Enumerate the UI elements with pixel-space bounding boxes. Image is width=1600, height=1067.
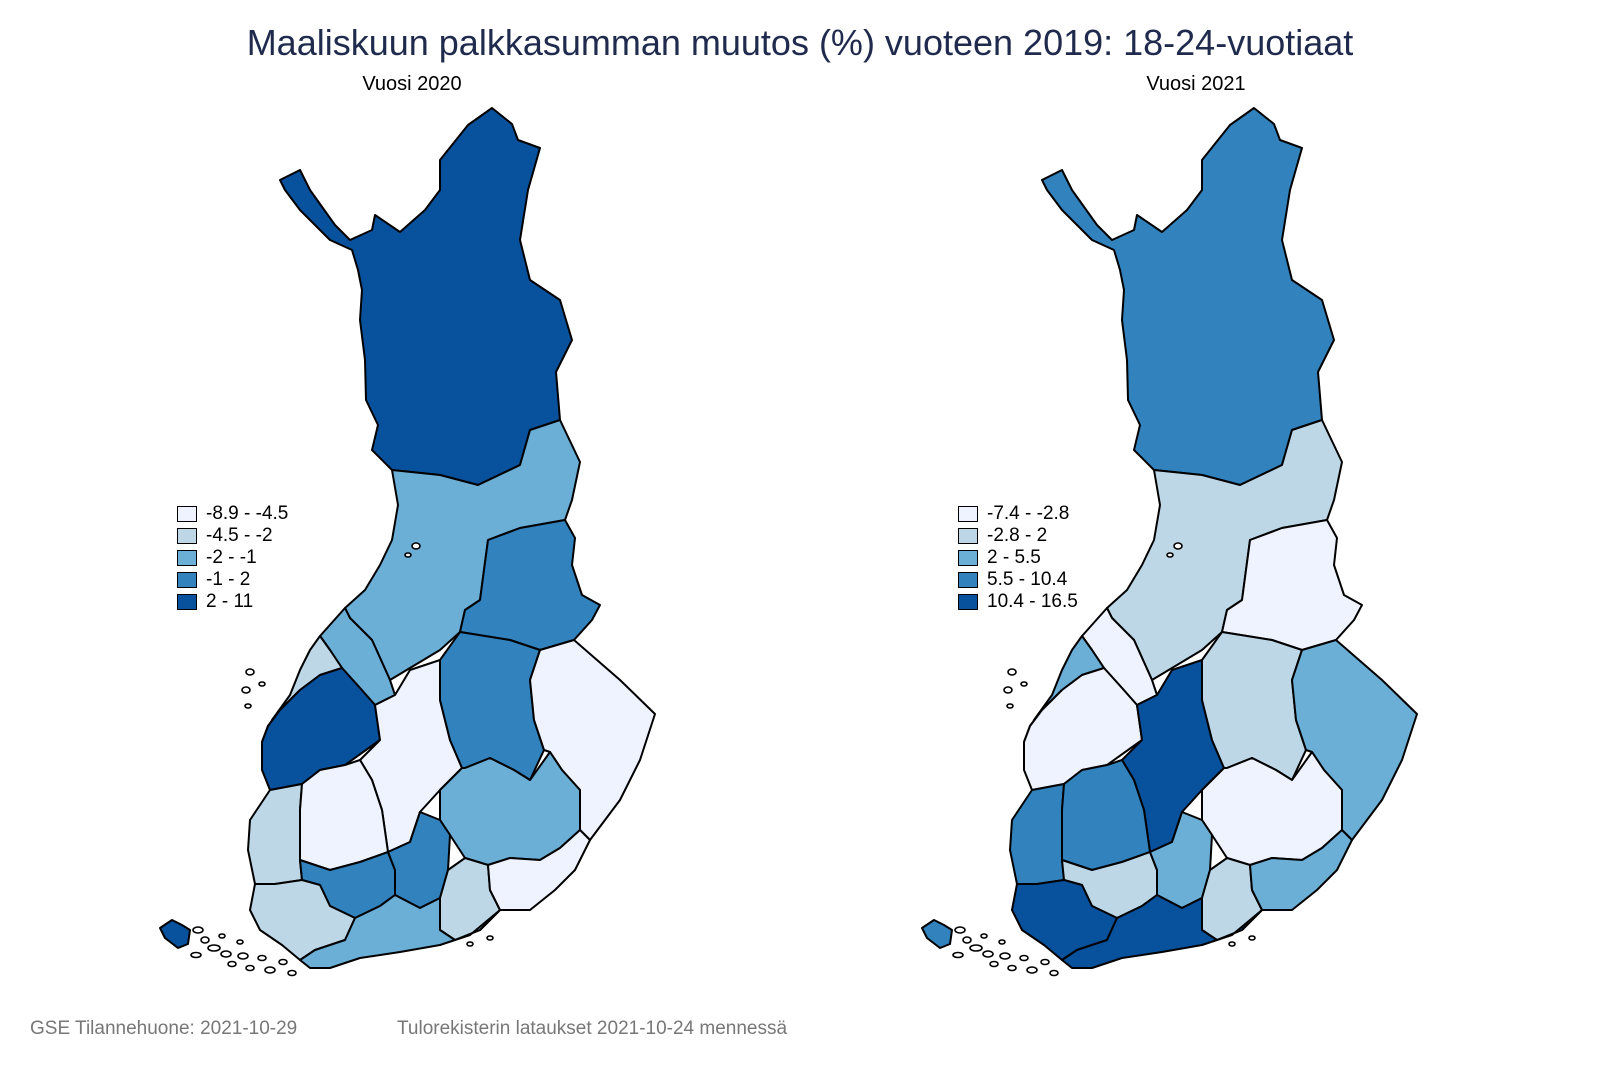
map-2020-island <box>257 954 267 962</box>
map-2020-island <box>264 966 276 974</box>
map-2020-island <box>200 936 210 944</box>
map-2020-region-etela-karjala <box>487 829 591 911</box>
chart-title: Maaliskuun palkkasumman muutos (%) vuote… <box>246 22 1354 63</box>
map-2021-island <box>1020 681 1028 687</box>
map-2021-island <box>1049 969 1059 977</box>
map-2021-region-satakunta <box>1009 783 1065 885</box>
map-2020-region-lappi <box>279 107 573 486</box>
map-2020-island <box>227 960 237 968</box>
legend-2020: -8.9 - -4.5 -4.5 - -2 -2 - -1 -1 - 2 2 -… <box>177 503 288 613</box>
map-2021-island <box>982 950 994 958</box>
map-2021-region-ahvenanmaa <box>921 919 953 949</box>
legend-2021: -7.4 - -2.8 -2.8 - 2 2 - 5.5 5.5 - 10.4 … <box>958 503 1078 613</box>
map-2020-island <box>241 686 251 694</box>
map-2020-island <box>258 681 266 687</box>
map-2021-island <box>999 952 1011 960</box>
map-2020-island <box>245 964 255 972</box>
map-2021-island <box>1006 703 1014 709</box>
legend-swatch <box>177 528 197 544</box>
map-2020-island <box>237 952 249 960</box>
map-2020-island <box>466 941 474 947</box>
map-2021-island <box>998 939 1006 945</box>
legend-item: 5.5 - 10.4 <box>958 569 1078 591</box>
map-2020-region-pirkanmaa <box>299 759 389 871</box>
map-2020-region-ahvenanmaa <box>159 919 191 949</box>
legend-swatch <box>958 550 978 566</box>
map-2020-island <box>278 958 288 966</box>
legend-label: 2 - 5.5 <box>987 547 1041 568</box>
legend-item: -4.5 - -2 <box>177 525 288 547</box>
legend-swatch <box>177 572 197 588</box>
panel-title-2021: Vuosi 2021 <box>1146 73 1246 95</box>
legend-item: -8.9 - -4.5 <box>177 503 288 525</box>
map-2020-island <box>207 944 221 952</box>
map-2020-island <box>190 951 202 959</box>
footer-source: GSE Tilannehuone: 2021-10-29 <box>30 1018 298 1039</box>
map-2021-region-etela-karjala <box>1249 829 1353 911</box>
map-2021-island <box>1007 668 1017 676</box>
legend-item: 10.4 - 16.5 <box>958 591 1078 613</box>
legend-item: -2.8 - 2 <box>958 525 1078 547</box>
legend-swatch <box>958 506 978 522</box>
map-2021-region-pirkanmaa <box>1061 759 1151 871</box>
map-2020 <box>159 107 656 977</box>
legend-label: 10.4 - 16.5 <box>987 591 1078 612</box>
map-2021-island <box>954 926 966 934</box>
legend-swatch <box>177 506 197 522</box>
map-2021-island <box>1173 542 1183 550</box>
legend-item: -2 - -1 <box>177 547 288 569</box>
map-2021-island <box>1166 552 1174 558</box>
legend-item: -7.4 - -2.8 <box>958 503 1078 525</box>
map-2020-island <box>236 939 244 945</box>
legend-label: -1 - 2 <box>206 569 251 590</box>
map-2021-island <box>962 936 972 944</box>
map-2021-island <box>1040 958 1050 966</box>
map-2021-island <box>952 951 964 959</box>
map-2021 <box>921 107 1418 977</box>
legend-label: -4.5 - -2 <box>206 525 273 546</box>
legend-swatch <box>958 594 978 610</box>
legend-label: -8.9 - -4.5 <box>206 503 289 524</box>
legend-item: 2 - 11 <box>177 591 288 613</box>
legend-label: -2 - -1 <box>206 547 257 568</box>
map-2021-island <box>1248 935 1256 941</box>
legend-swatch <box>958 528 978 544</box>
map-2020-island <box>287 969 297 977</box>
map-2021-island <box>1007 964 1017 972</box>
map-2021-region-lappi <box>1041 107 1335 486</box>
map-2020-region-uusimaa <box>299 894 501 969</box>
map-2021-island <box>1003 686 1013 694</box>
map-2021-island <box>1228 941 1236 947</box>
legend-swatch <box>177 550 197 566</box>
legend-label: -2.8 - 2 <box>987 525 1048 546</box>
map-2020-region-satakunta <box>247 783 303 885</box>
map-2020-island <box>244 703 252 709</box>
legend-label: -7.4 - -2.8 <box>987 503 1070 524</box>
map-2021-island <box>989 960 999 968</box>
legend-swatch <box>958 572 978 588</box>
map-2020-island <box>218 933 226 939</box>
map-2020-island <box>220 950 232 958</box>
map-2020-island <box>245 668 255 676</box>
map-2021-island <box>980 933 988 939</box>
map-2021-island <box>1026 966 1038 974</box>
legend-item: 2 - 5.5 <box>958 547 1078 569</box>
map-2021-island <box>1019 954 1029 962</box>
panel-title-2020: Vuosi 2020 <box>362 73 462 95</box>
map-2020-island <box>192 926 204 934</box>
map-2020-island <box>411 542 421 550</box>
legend-swatch <box>177 594 197 610</box>
map-2020-island <box>404 552 412 558</box>
footer-data-note: Tulorekisterin lataukset 2021-10-24 menn… <box>397 1018 788 1039</box>
legend-label: 5.5 - 10.4 <box>987 569 1068 590</box>
map-2020-island <box>486 935 494 941</box>
map-2021-island <box>969 944 983 952</box>
legend-item: -1 - 2 <box>177 569 288 591</box>
map-2021-region-uusimaa <box>1061 894 1263 969</box>
legend-label: 2 - 11 <box>206 591 254 612</box>
